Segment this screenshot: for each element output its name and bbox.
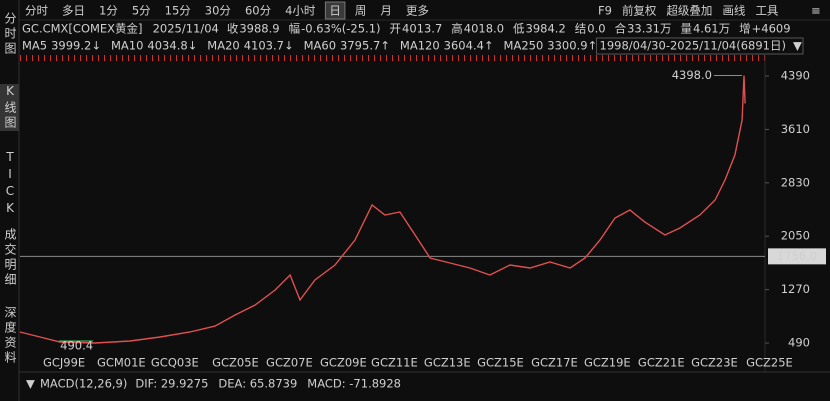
price-line xyxy=(19,75,746,344)
x-tick-label: GCZ21E xyxy=(638,356,685,370)
date-range-box xyxy=(596,37,804,55)
period-tab[interactable]: 30分 xyxy=(205,4,232,18)
x-tick-label: GCZ07E xyxy=(266,356,313,370)
ma-label: MA120 xyxy=(400,39,440,53)
quote-date: 2025/11/04 xyxy=(153,22,219,36)
quote-label: 开 xyxy=(390,22,402,36)
quote-label: 幅 xyxy=(289,22,301,36)
symbol: GC.CMX[COMEX黄金] xyxy=(22,22,143,36)
y-tick-label: 3610 xyxy=(781,122,810,136)
ma-label: MA20 xyxy=(207,39,239,53)
quote-label: 结 xyxy=(575,22,587,36)
ma-label: MA60 xyxy=(304,39,336,53)
quote-label: 合 xyxy=(615,22,627,36)
x-tick-label: GCZ11E xyxy=(371,356,418,370)
ma-value: 3604.4↑ xyxy=(444,39,494,53)
period-tab[interactable]: 更多 xyxy=(406,4,429,18)
period-tab[interactable]: 15分 xyxy=(165,4,192,18)
ma-value: 3795.7↑ xyxy=(340,39,390,53)
ma-value: 4034.8↓ xyxy=(147,39,197,53)
ma-label: MA250 xyxy=(504,39,544,53)
y-tick-label: 4390 xyxy=(781,69,810,83)
macd-dropdown[interactable]: ▼ xyxy=(26,377,35,391)
side-tab[interactable]: TICK xyxy=(3,150,17,218)
macd-value: MACD: -71.8928 xyxy=(307,377,401,391)
quote-value: 4018.0 xyxy=(464,22,504,36)
period-tab[interactable]: 日 xyxy=(329,4,341,18)
x-tick-label: GCZ09E xyxy=(320,356,367,370)
x-tick-label: GCZ25E xyxy=(746,356,793,370)
y-tick-label: 2830 xyxy=(781,175,810,189)
ma-value: 3999.2↓ xyxy=(51,39,101,53)
reference-label-box xyxy=(768,248,826,265)
menu-icon[interactable]: ≡ xyxy=(811,4,821,18)
macd-value: DIF: 29.9275 xyxy=(135,377,208,391)
x-tick-label: GCZ05E xyxy=(212,356,259,370)
x-tick-label: GCJ99E xyxy=(43,356,85,370)
quote-value: +4609 xyxy=(752,22,791,36)
y-tick-label: 2050 xyxy=(781,229,810,243)
period-tab[interactable]: 分时 xyxy=(25,4,48,18)
quote-value: 33.31万 xyxy=(627,22,671,36)
quote-value: 3988.9 xyxy=(239,22,279,36)
annotation-label: 490.4 xyxy=(60,339,93,353)
side-tab[interactable]: K线图 xyxy=(0,84,19,131)
quote-value: 4.61万 xyxy=(693,22,730,36)
x-tick-label: GCZ15E xyxy=(477,356,524,370)
reference-label: 1756.0 xyxy=(777,249,817,263)
period-tab[interactable]: 4小时 xyxy=(285,4,316,18)
y-tick-label: 490 xyxy=(788,336,810,350)
side-tab[interactable]: 深度资料 xyxy=(3,306,17,366)
x-tick-label: GCZ19E xyxy=(584,356,631,370)
side-tab[interactable]: 分时图 xyxy=(3,12,17,57)
tool-button[interactable]: 超级叠加 xyxy=(666,4,712,18)
tool-button[interactable]: 工具 xyxy=(755,4,778,18)
quote-value: -0.63%(-25.1) xyxy=(301,22,380,36)
ma-value: 4103.7↓ xyxy=(244,39,294,53)
tool-button[interactable]: 画线 xyxy=(722,4,745,18)
period-tab[interactable]: 多日 xyxy=(62,4,85,18)
quote-label: 收 xyxy=(227,22,239,36)
x-tick-label: GCM01E xyxy=(97,356,146,370)
ma-value: 3300.9↑ xyxy=(547,39,597,53)
quote-value: 3984.2 xyxy=(526,22,566,36)
date-range[interactable]: 1998/04/30-2025/11/04(6891日) xyxy=(600,39,786,53)
quote-value: 0.0 xyxy=(587,22,605,36)
period-tab[interactable]: 1分 xyxy=(99,4,118,18)
selected-tab-bg xyxy=(324,1,346,20)
macd-title: MACD(12,26,9) xyxy=(40,377,127,391)
period-tab[interactable]: 周 xyxy=(355,4,367,18)
tool-button[interactable]: 前复权 xyxy=(622,4,657,18)
quote-label: 高 xyxy=(451,22,463,36)
quote-label: 增 xyxy=(739,22,751,36)
ma-label: MA10 xyxy=(111,39,143,53)
y-tick-label: 1270 xyxy=(781,282,810,296)
x-tick-label: GCZ23E xyxy=(691,356,738,370)
side-tab[interactable]: 成交明细 xyxy=(3,228,17,288)
period-tab[interactable]: 月 xyxy=(380,4,392,18)
macd-value: DEA: 65.8739 xyxy=(218,377,297,391)
x-tick-label: GCZ17E xyxy=(531,356,578,370)
quote-label: 低 xyxy=(513,22,525,36)
period-tab[interactable]: 5分 xyxy=(132,4,151,18)
range-dropdown[interactable]: ▼ xyxy=(793,39,802,53)
annotation-label: 4398.0 xyxy=(672,68,712,82)
x-tick-label: GCQ03E xyxy=(151,356,199,370)
period-tab[interactable]: 60分 xyxy=(245,4,272,18)
quote-value: 4013.7 xyxy=(402,22,442,36)
x-tick-label: GCZ13E xyxy=(424,356,471,370)
tool-button[interactable]: F9 xyxy=(598,4,612,18)
ma-label: MA5 xyxy=(22,39,47,53)
quote-label: 量 xyxy=(681,22,693,36)
